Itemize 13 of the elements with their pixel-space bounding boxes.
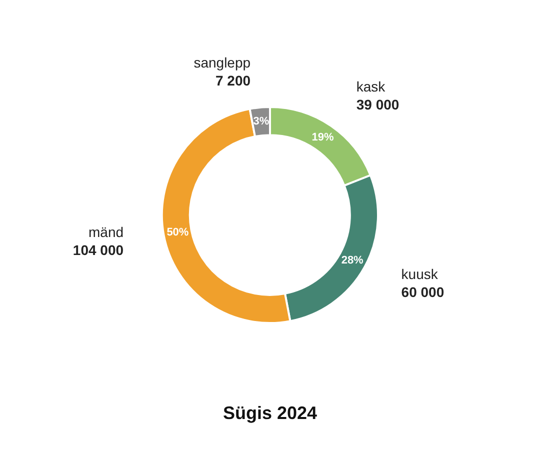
slice-label: sanglepp [194, 54, 251, 71]
slice-label: kask [356, 78, 386, 95]
data-label: 3% [253, 115, 270, 128]
text: 7 200 [215, 72, 251, 89]
data-label: 19% [312, 131, 334, 144]
slice-label: kuusk [401, 266, 439, 282]
text: 60 000 [401, 284, 444, 300]
text: Sügis 2024 [222, 403, 318, 423]
text: 39 000 [356, 96, 400, 113]
data-label: 50% [166, 226, 189, 239]
text: 104 000 [72, 242, 124, 258]
data-label: 28% [341, 254, 364, 266]
slice-label: mänd [88, 224, 124, 240]
